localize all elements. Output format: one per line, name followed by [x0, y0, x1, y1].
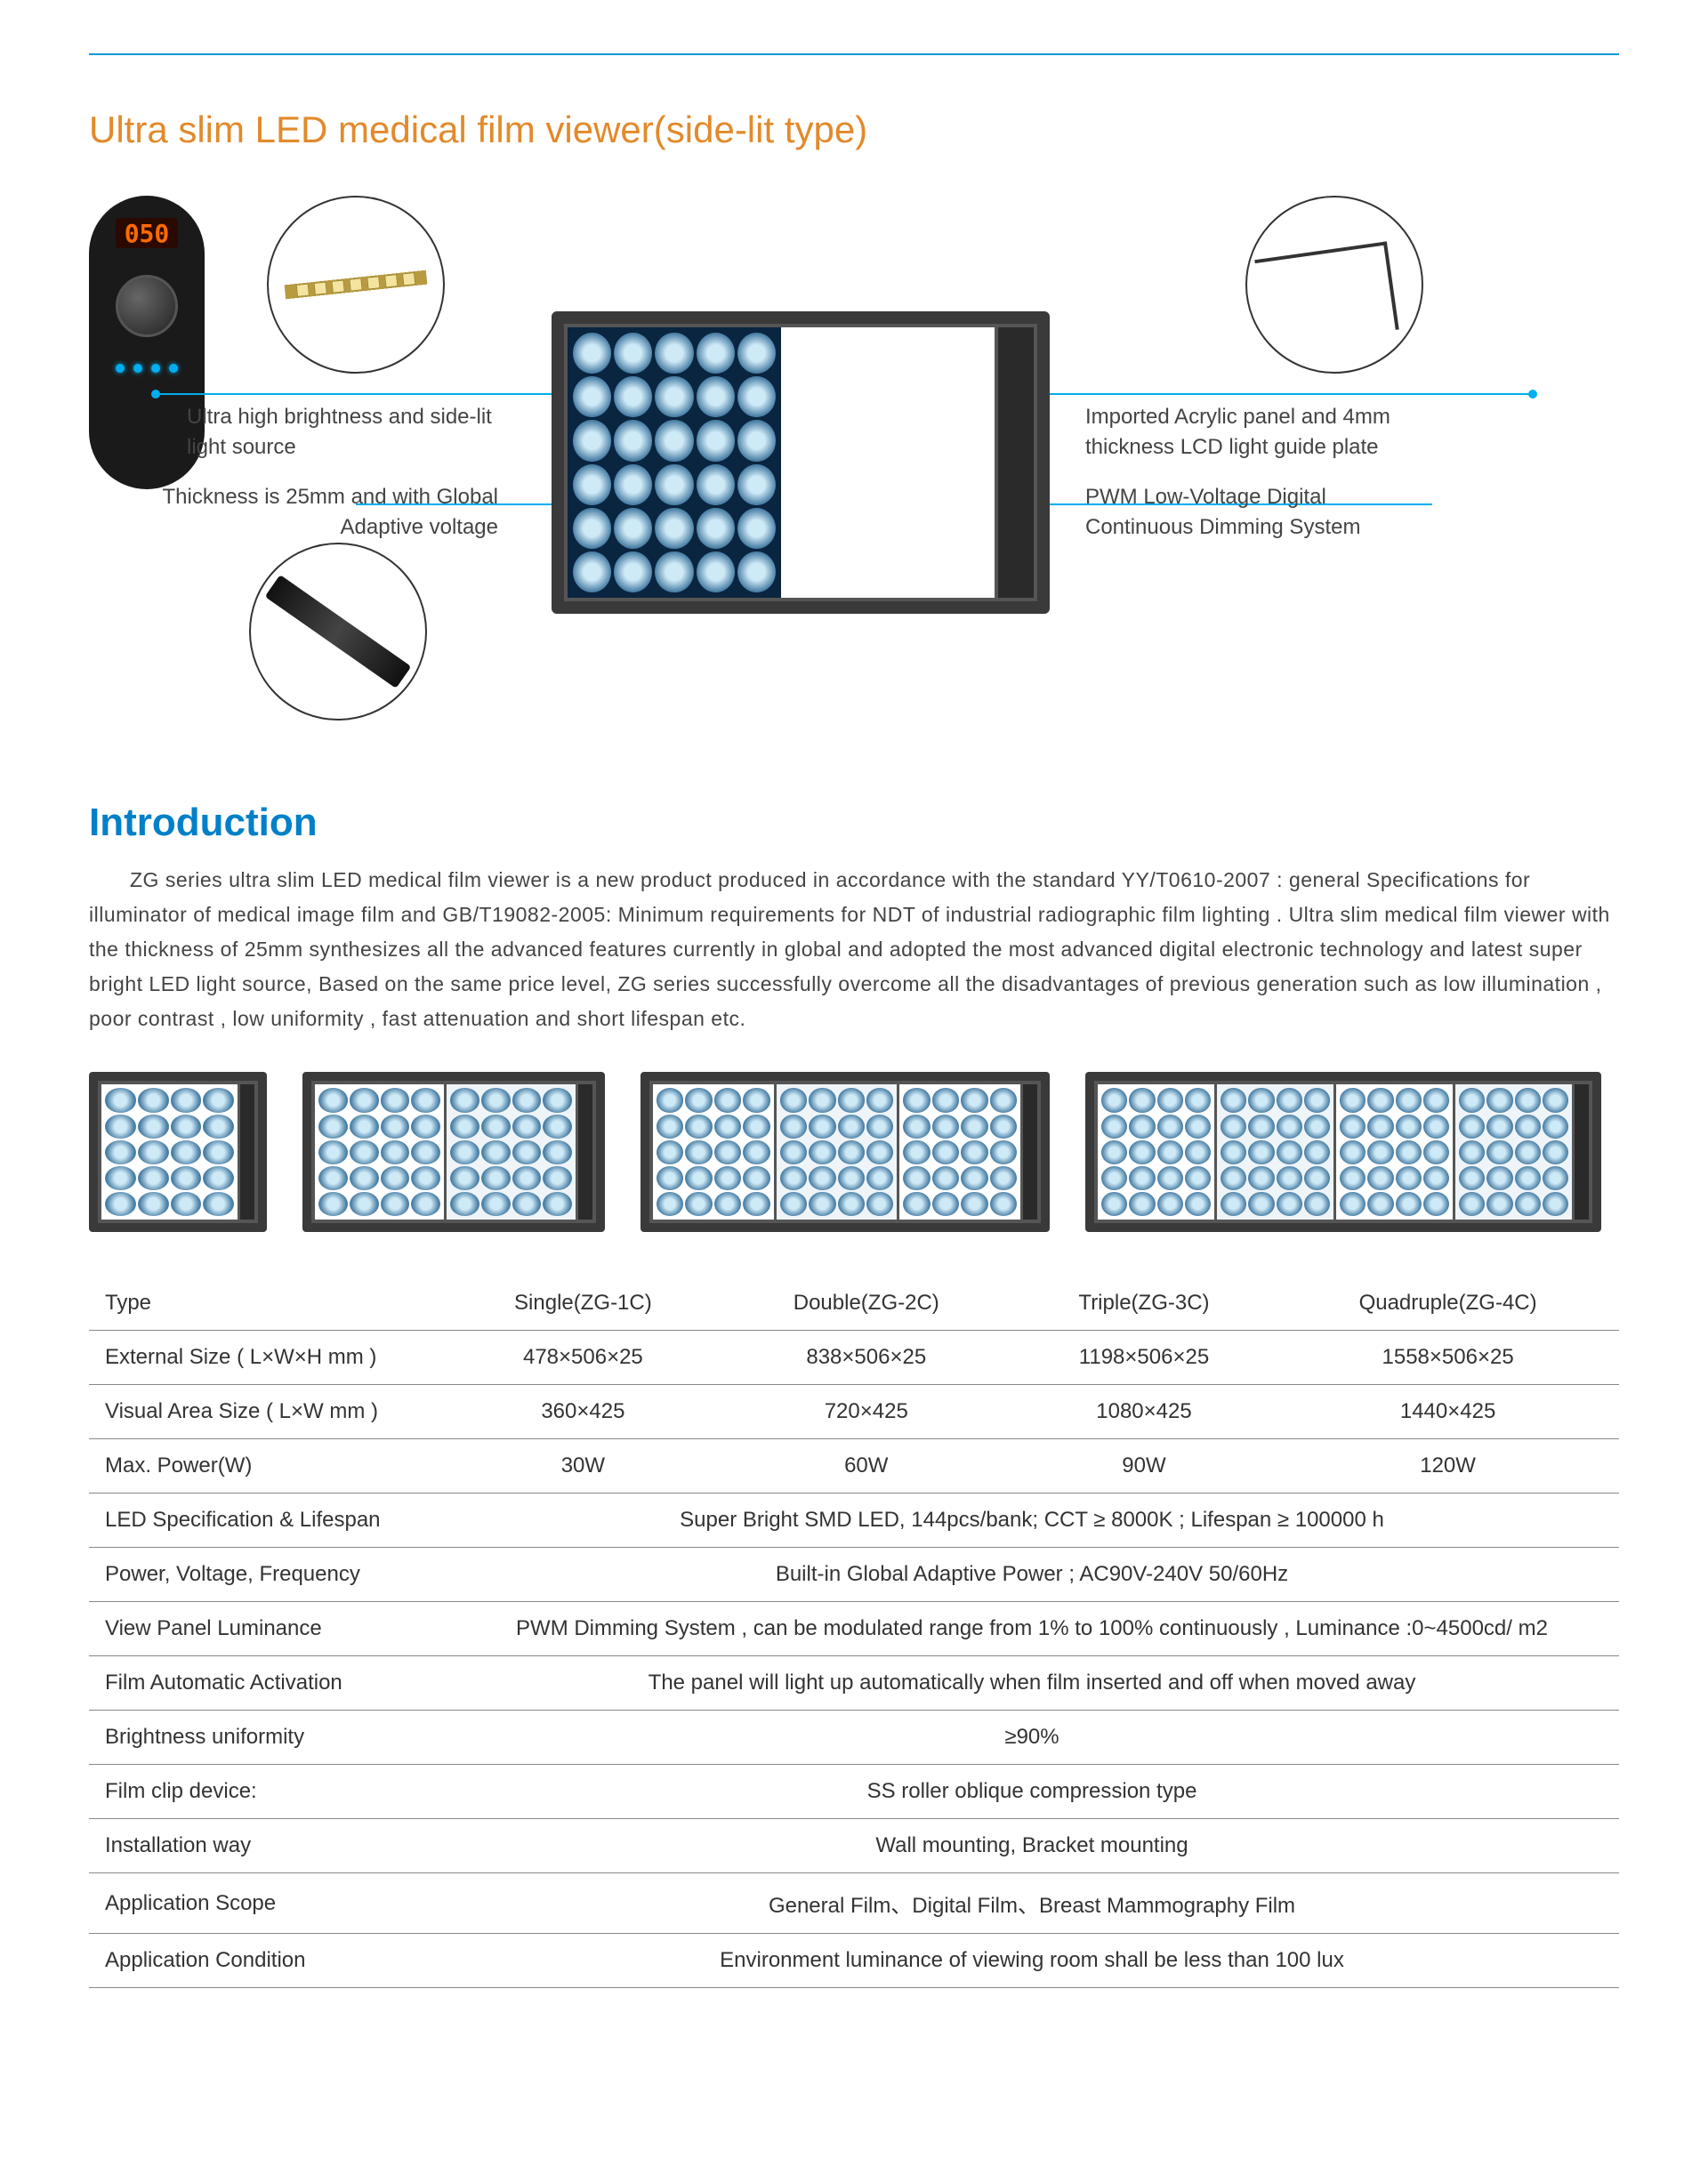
- intro-heading: Introduction: [89, 801, 1619, 845]
- spec-value: Wall mounting, Bracket mounting: [445, 1819, 1619, 1873]
- spec-label: Max. Power(W): [89, 1439, 445, 1494]
- spec-header: Type: [89, 1276, 445, 1331]
- spec-value: General Film、Digital Film、Breast Mammogr…: [445, 1873, 1619, 1934]
- spec-value: The panel will light up automatically wh…: [445, 1656, 1619, 1711]
- models-row: [89, 1072, 1619, 1232]
- spec-label: External Size ( L×W×H mm ): [89, 1331, 445, 1385]
- model-image: [302, 1072, 605, 1232]
- spec-value: 60W: [721, 1439, 1011, 1494]
- spec-header: Single(ZG-1C): [445, 1276, 721, 1331]
- callout-top-left: Ultra high brightness and side-lit light…: [187, 402, 525, 462]
- model-image: [640, 1072, 1050, 1232]
- table-row: External Size ( L×W×H mm )478×506×25838×…: [89, 1331, 1619, 1385]
- spec-label: Visual Area Size ( L×W mm ): [89, 1385, 445, 1439]
- table-row: View Panel LuminancePWM Dimming System ,…: [89, 1602, 1619, 1656]
- spec-value: 478×506×25: [445, 1331, 721, 1385]
- top-divider: [89, 53, 1619, 55]
- spec-label: View Panel Luminance: [89, 1602, 445, 1656]
- spec-value: Environment luminance of viewing room sh…: [445, 1934, 1619, 1988]
- spec-value: 120W: [1277, 1439, 1619, 1494]
- callout-top-right: Imported Acrylic panel and 4mm thickness…: [1085, 402, 1423, 462]
- spec-label: Brightness uniformity: [89, 1711, 445, 1765]
- model-image: [89, 1072, 267, 1232]
- table-row: LED Specification & LifespanSuper Bright…: [89, 1494, 1619, 1548]
- spec-header: Quadruple(ZG-4C): [1277, 1276, 1619, 1331]
- spec-header: Double(ZG-2C): [721, 1276, 1011, 1331]
- spec-value: 1198×506×25: [1011, 1331, 1277, 1385]
- spec-value: 30W: [445, 1439, 721, 1494]
- table-row: Application ScopeGeneral Film、Digital Fi…: [89, 1873, 1619, 1934]
- table-row: Film clip device:SS roller oblique compr…: [89, 1765, 1619, 1819]
- callout-mid-right: PWM Low-Voltage Digital Continuous Dimmi…: [1085, 482, 1423, 542]
- spec-value: 838×506×25: [721, 1331, 1011, 1385]
- spec-value: PWM Dimming System , can be modulated ra…: [445, 1602, 1619, 1656]
- central-product-image: [552, 311, 1050, 614]
- dimmer-display: 050: [116, 218, 178, 248]
- spec-value: 720×425: [721, 1385, 1011, 1439]
- table-row: Visual Area Size ( L×W mm )360×425720×42…: [89, 1385, 1619, 1439]
- table-row: Film Automatic ActivationThe panel will …: [89, 1656, 1619, 1711]
- spec-value: 1080×425: [1011, 1385, 1277, 1439]
- dimmer-knob-icon: [116, 275, 178, 337]
- spec-value: Super Bright SMD LED, 144pcs/bank; CCT ≥…: [445, 1494, 1619, 1548]
- detail-acrylic-panel: [1245, 196, 1423, 374]
- spec-label: Application Scope: [89, 1873, 445, 1934]
- spec-label: Installation way: [89, 1819, 445, 1873]
- product-diagram: 050 Ultra high brightness and side-lit l…: [89, 196, 1619, 765]
- spec-value: 360×425: [445, 1385, 721, 1439]
- spec-value: 1558×506×25: [1277, 1331, 1619, 1385]
- spec-value: SS roller oblique compression type: [445, 1765, 1619, 1819]
- spec-label: Application Condition: [89, 1934, 445, 1988]
- spec-table: TypeSingle(ZG-1C)Double(ZG-2C)Triple(ZG-…: [89, 1276, 1619, 1988]
- spec-label: Power, Voltage, Frequency: [89, 1548, 445, 1602]
- spec-label: Film Automatic Activation: [89, 1656, 445, 1711]
- table-row: Installation wayWall mounting, Bracket m…: [89, 1819, 1619, 1873]
- table-row: Brightness uniformity≥90%: [89, 1711, 1619, 1765]
- callout-mid-left: Thickness is 25mm and with Global Adapti…: [160, 482, 498, 542]
- detail-led-strip: [267, 196, 445, 374]
- spec-value: Built-in Global Adaptive Power ; AC90V-2…: [445, 1548, 1619, 1602]
- model-image: [1085, 1072, 1601, 1232]
- spec-value: 90W: [1011, 1439, 1277, 1494]
- spec-header: Triple(ZG-3C): [1011, 1276, 1277, 1331]
- spec-value: ≥90%: [445, 1711, 1619, 1765]
- spec-value: 1440×425: [1277, 1385, 1619, 1439]
- table-row: Application ConditionEnvironment luminan…: [89, 1934, 1619, 1988]
- spec-label: Film clip device:: [89, 1765, 445, 1819]
- spec-label: LED Specification & Lifespan: [89, 1494, 445, 1548]
- intro-body: ZG series ultra slim LED medical film vi…: [89, 863, 1619, 1036]
- table-row: Max. Power(W)30W60W90W120W: [89, 1439, 1619, 1494]
- page-title: Ultra slim LED medical film viewer(side-…: [89, 109, 1619, 151]
- table-row: Power, Voltage, FrequencyBuilt-in Global…: [89, 1548, 1619, 1602]
- detail-thin-edge: [249, 543, 427, 721]
